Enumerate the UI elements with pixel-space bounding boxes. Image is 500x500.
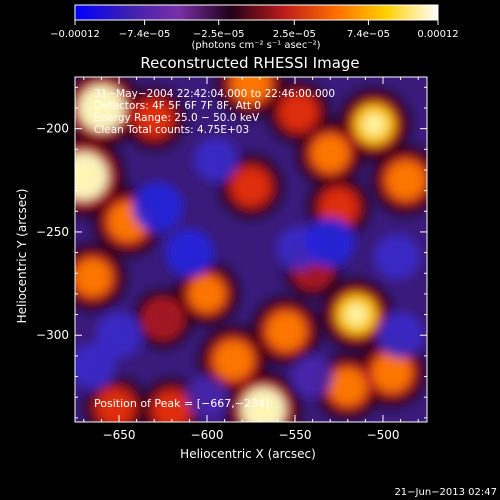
x-tick-label: −650: [103, 428, 136, 442]
observation-info-line: Energy Range: 25.0 − 50.0 keV: [94, 112, 260, 124]
colorbar-tick-label: 2.5e−05: [273, 29, 316, 40]
colorbar-ticks: −0.00012 −7.4e−05 −2.5e−05 2.5e−05 7.4e−05 0.…: [50, 20, 459, 40]
chart-title: Reconstructed RHESSI Image: [140, 54, 359, 72]
heatmap-blob-core: [345, 303, 368, 326]
colorbar-tick-label: −2.5e−05: [193, 29, 245, 40]
heatmap-blob: [75, 258, 112, 297]
footer-timestamp: 21−Jun−2013 02:47: [394, 487, 497, 498]
heatmap-blob: [132, 181, 183, 233]
y-tick-label: −200: [36, 122, 69, 136]
observation-info-line: Clean Total counts: 4.75E+03: [94, 124, 249, 136]
heatmap-blob: [266, 311, 306, 351]
colorbar-tick-label: −7.4e−05: [119, 29, 171, 40]
heatmap-blob: [291, 355, 334, 398]
colorbar: [74, 4, 439, 21]
observation-info-line: Detectors: 4F 5F 6F 7F 8F, Att 0: [94, 100, 261, 112]
colorbar-tick-label: −0.00012: [50, 29, 100, 40]
heatmap-blob: [233, 169, 269, 204]
heatmap-blob: [373, 233, 421, 280]
observation-info: 31−May−2004 22:42:04.000 to 22:46:00.000…: [94, 88, 335, 136]
heatmap-blob: [311, 134, 349, 173]
heatmap-blob: [137, 101, 172, 136]
x-axis-label: Heliocentric X (arcsec): [180, 447, 316, 461]
plot-frame: [74, 76, 428, 423]
heatmap-blob: [231, 77, 271, 103]
heatmap-blob: [213, 340, 253, 380]
heatmap-blob: [377, 312, 424, 359]
y-axis-label: Heliocentric Y (arcsec): [15, 189, 29, 324]
heatmap-blob-core: [251, 397, 276, 422]
heatmap-blob: [372, 352, 412, 392]
heatmap-blob: [189, 276, 225, 312]
heatmap-blob: [98, 390, 133, 422]
heatmap-blob: [165, 228, 214, 277]
heatmap-blob: [95, 312, 143, 359]
heatmap-blob: [322, 190, 356, 225]
heatmap-area: [75, 77, 427, 422]
heatmap-blob-core: [363, 113, 386, 136]
x-tick-label: −500: [367, 428, 400, 442]
x-tick-label: −550: [279, 428, 312, 442]
heatmap-blob: [154, 392, 189, 422]
x-axis: −650 −600 −550 −500: [83, 77, 419, 442]
heatmap-blob-core: [89, 95, 114, 121]
heatmap-blob: [329, 368, 367, 406]
x-tick-label: −600: [191, 428, 224, 442]
colorbar-tick-label: 0.00012: [417, 29, 458, 40]
heatmap-blob: [75, 343, 116, 390]
y-tick-label: −300: [36, 328, 69, 342]
heatmap-blob: [386, 160, 426, 200]
heatmap-blob-core: [75, 163, 97, 189]
heatmap-blob: [281, 95, 316, 130]
heatmap-blob: [186, 376, 228, 419]
heatmap-blob: [193, 137, 238, 182]
observation-info-line: 31−May−2004 22:42:04.000 to 22:46:00.000: [94, 88, 335, 100]
colorbar-tick-label: 7.4e−05: [347, 29, 390, 40]
heatmap-blob: [147, 302, 179, 335]
y-tick-label: −250: [36, 225, 69, 239]
y-axis: −300 −250 −200: [36, 86, 427, 419]
peak-position-label: Position of Peak = [−667,−234]: [94, 397, 269, 410]
colorbar-unit-label: (photons cm⁻² s⁻¹ asec⁻²): [191, 40, 320, 51]
heatmap-blob: [305, 217, 355, 267]
